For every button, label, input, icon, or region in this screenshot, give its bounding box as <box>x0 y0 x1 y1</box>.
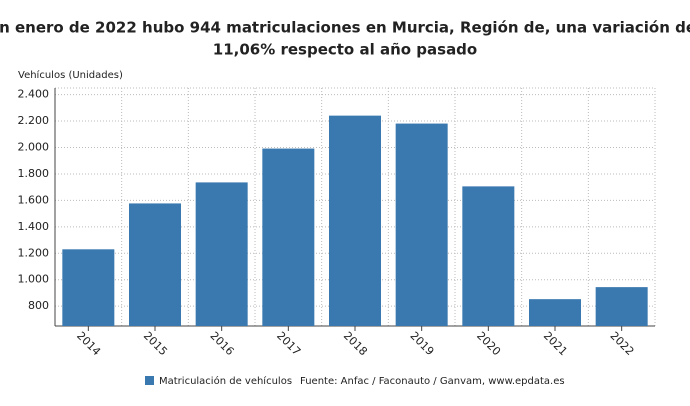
x-tick-label: 2020 <box>474 329 503 358</box>
chart-title: 11,06% respecto al año pasado <box>213 41 477 59</box>
y-tick-label: 2.400 <box>18 88 50 101</box>
bar <box>62 249 115 326</box>
bar <box>529 299 581 326</box>
y-tick-label: 1.800 <box>18 167 50 180</box>
y-tick-label: 1.200 <box>18 246 50 259</box>
bar <box>262 148 315 326</box>
bar <box>195 182 248 326</box>
y-tick-label: 2.000 <box>18 141 50 154</box>
bar <box>329 115 381 326</box>
x-tick-label: 2014 <box>74 329 103 358</box>
x-tick-label: 2016 <box>208 329 237 358</box>
y-tick-label: 1.000 <box>18 273 50 286</box>
source: Fuente: Anfac / Faconauto / Ganvam, www.… <box>300 376 565 387</box>
x-tick-label: 2015 <box>141 329 170 358</box>
bar <box>462 186 515 326</box>
legend-swatch <box>145 376 154 385</box>
y-axis-label: Vehículos (Unidades) <box>18 69 123 81</box>
bar <box>129 203 181 326</box>
legend-label: Matriculación de vehículos <box>159 375 292 387</box>
bar <box>395 123 448 326</box>
x-tick-label: 2021 <box>541 329 570 358</box>
chart-title: En enero de 2022 hubo 944 matriculacione… <box>0 19 690 37</box>
y-tick-label: 1.600 <box>18 193 50 206</box>
bar <box>595 287 648 326</box>
y-tick-label: 1.400 <box>18 220 50 233</box>
x-tick-label: 2017 <box>274 329 303 358</box>
y-tick-label: 800 <box>28 299 49 312</box>
x-tick-label: 2019 <box>408 329 437 358</box>
y-tick-label: 2.200 <box>18 114 50 127</box>
x-tick-label: 2018 <box>341 329 370 358</box>
x-tick-label: 2022 <box>608 329 637 358</box>
